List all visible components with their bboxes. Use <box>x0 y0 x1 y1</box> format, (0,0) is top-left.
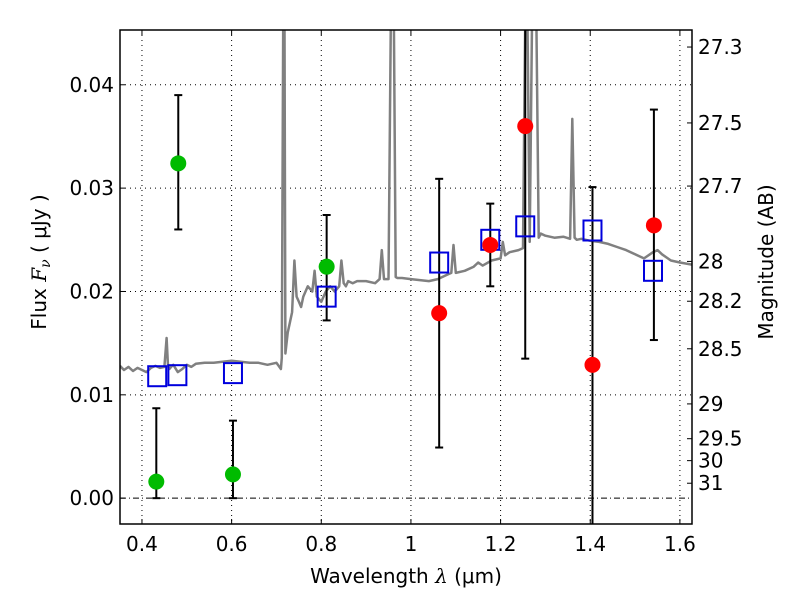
y-tick-label: 0.04 <box>69 73 114 97</box>
y2-tick-label: 28 <box>698 249 723 273</box>
observed-point-green <box>224 466 241 483</box>
model-photometry-square <box>515 215 536 238</box>
model-photometry-square <box>429 251 450 274</box>
model-photometry-square <box>222 362 243 385</box>
y-axis-label: Flux Fν ( μJy ) <box>27 194 54 329</box>
y2-tick-label: 29.5 <box>698 427 743 451</box>
x-axis-label: Wavelength λ (μm) <box>310 564 502 588</box>
model-photometry-square <box>316 285 337 308</box>
observed-point-green <box>170 155 187 172</box>
observed-point-red <box>431 305 448 322</box>
y-tick-label: 0.01 <box>69 383 114 407</box>
observed-point-red <box>584 356 601 373</box>
y2-tick-label: 30 <box>698 449 723 473</box>
plot-area <box>120 30 692 524</box>
y2-tick-label: 28.2 <box>698 289 743 313</box>
y2-tick-label: 28.5 <box>698 337 743 361</box>
y2-tick-label: 27.7 <box>698 174 743 198</box>
y2-tick-label: 29 <box>698 392 723 416</box>
x-axis: 0.4 0.6 0.8 1 1.2 1.4 1.6 <box>126 30 696 556</box>
model-photometry-square <box>643 259 663 282</box>
y-tick-label: 0.02 <box>69 279 114 303</box>
y2-axis-label: Magnitude (AB) <box>754 184 778 339</box>
x-tick-label: 0.8 <box>305 532 337 556</box>
model-photometry-square <box>582 219 603 242</box>
y2-tick-label: 31 <box>698 471 723 495</box>
observed-point-red <box>482 236 499 253</box>
x-tick-label: 1.4 <box>574 532 606 556</box>
y-axis: 0.00 0.01 0.02 0.03 0.04 <box>69 73 125 510</box>
observed-point-green <box>148 473 165 490</box>
y-tick-label: 0.03 <box>69 176 114 200</box>
x-tick-label: 1 <box>405 532 418 556</box>
grid <box>120 30 692 524</box>
axes-frame <box>119 29 693 525</box>
y2-tick-label: 27.5 <box>698 111 743 135</box>
x-tick-label: 1.2 <box>485 532 517 556</box>
x-tick-label: 0.6 <box>216 532 248 556</box>
observed-point-green <box>318 258 335 275</box>
y2-tick-label: 27.3 <box>698 35 743 59</box>
observed-point-red <box>645 217 662 234</box>
model-photometry-square <box>147 365 168 388</box>
x-tick-label: 0.4 <box>126 532 158 556</box>
observed-point-red <box>517 118 534 135</box>
y-tick-label: 0.00 <box>69 486 114 510</box>
model-photometry-square <box>167 364 188 387</box>
model-spectrum-line <box>120 30 692 374</box>
x-tick-label: 1.6 <box>664 532 696 556</box>
